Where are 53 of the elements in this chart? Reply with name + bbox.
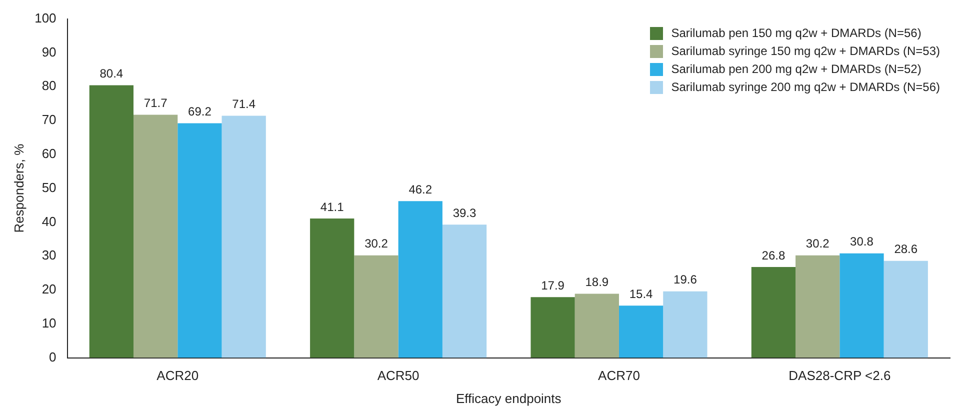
y-tick-label: 50	[42, 180, 56, 195]
x-tick-label: ACR20	[156, 368, 199, 384]
bar	[663, 291, 708, 358]
bar	[222, 116, 266, 358]
bar	[618, 306, 664, 358]
legend-label: Sarilumab pen 150 mg q2w + DMARDs (N=56)	[671, 26, 922, 40]
data-label: 18.9	[585, 275, 609, 290]
data-label: 69.2	[188, 104, 212, 119]
data-label: 15.4	[629, 286, 654, 301]
data-label: 26.8	[762, 248, 786, 262]
data-label: 30.8	[850, 234, 874, 249]
x-tick-label: ACR50	[377, 368, 420, 384]
bar	[89, 85, 134, 358]
bar	[796, 255, 840, 358]
bar	[442, 224, 487, 358]
bar	[574, 294, 619, 358]
y-tick-label: 20	[42, 282, 56, 297]
data-label: 30.2	[364, 236, 388, 251]
bar	[751, 266, 796, 358]
legend-label: Sarilumab pen 200 mg q2w + DMARDs (N=52)	[671, 62, 922, 76]
bar	[398, 201, 442, 358]
x-tick-label: DAS28-CRP <2.6	[788, 368, 891, 384]
data-label: 30.2	[806, 236, 830, 251]
data-label: 41.1	[320, 200, 344, 214]
x-axis-title: Efficacy endpoints	[456, 390, 562, 406]
bar	[530, 297, 575, 358]
legend-label: Sarilumab syringe 200 mg q2w + DMARDs (N=56)	[671, 80, 940, 94]
y-tick-label: 70	[42, 112, 56, 128]
legend-label: Sarilumab syringe 150 mg q2w + DMARDs (N=53)	[671, 44, 940, 58]
data-label: 39.3	[452, 206, 477, 220]
bar	[354, 255, 398, 358]
data-label: 28.6	[894, 242, 918, 256]
data-label: 19.6	[674, 272, 698, 287]
y-tick-label: 60	[42, 146, 56, 161]
data-label: 46.2	[408, 182, 432, 196]
y-tick-label: 30	[42, 248, 56, 263]
y-tick-label: 40	[42, 214, 56, 229]
bar	[178, 123, 222, 358]
data-label: 71.7	[144, 96, 168, 110]
y-tick-label: 80	[42, 78, 56, 94]
bar	[840, 253, 884, 358]
y-tick-label: 100	[34, 10, 56, 26]
y-tick-label: 10	[42, 315, 56, 330]
data-label: 17.9	[541, 278, 565, 292]
x-tick-label: ACR70	[598, 368, 640, 384]
data-label: 80.4	[100, 66, 124, 81]
bar	[133, 114, 178, 358]
bar	[310, 218, 354, 358]
y-tick-label: 90	[42, 44, 56, 60]
y-axis-title: Responders, %	[11, 143, 26, 233]
y-tick-label: 0	[49, 349, 56, 364]
data-label: 71.4	[232, 97, 256, 112]
bar	[884, 260, 928, 358]
